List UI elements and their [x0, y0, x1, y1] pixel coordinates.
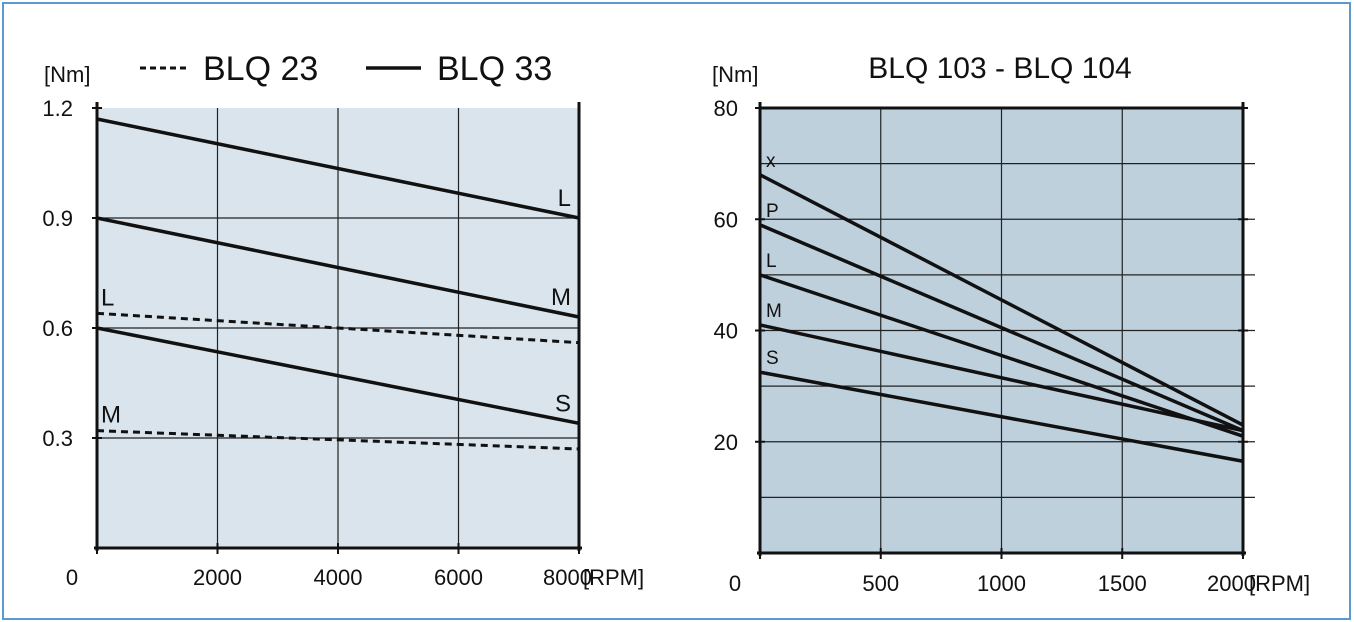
left-y-tick-label: 0.6	[42, 316, 73, 341]
left-y-tick-label: 1.2	[42, 96, 73, 121]
right-series-label: L	[766, 251, 777, 272]
left-y-tick-label: 0.3	[42, 426, 73, 451]
left-series-label: L	[558, 185, 571, 212]
right-series-line-m	[759, 323, 1244, 433]
right-y-tick-label: 60	[714, 207, 738, 232]
left-x-axis-label: [RPM]	[583, 565, 644, 590]
left-y-axis-label: [Nm]	[44, 62, 90, 87]
right-x-tick-label: 1000	[977, 571, 1026, 596]
left-x-tick-label: 0	[66, 565, 78, 590]
left-series-line-m-blq33	[96, 216, 580, 319]
right-x-tick-label: 500	[862, 571, 899, 596]
right-x-tick-label: 1500	[1098, 571, 1147, 596]
left-series-line-m-blq23	[96, 429, 580, 451]
right-y-tick-label: 80	[714, 96, 738, 121]
left-x-tick-label: 8000	[543, 565, 592, 590]
right-series-label: M	[766, 301, 782, 322]
left-series-line-s-blq33	[96, 326, 580, 426]
left-series-label: S	[555, 390, 571, 417]
right-x-axis-label: [RPM]	[1249, 571, 1310, 596]
left-x-tick-label: 4000	[314, 565, 363, 590]
left-series-label: M	[101, 402, 121, 429]
right-x-tick-label: 0	[729, 571, 741, 596]
right-y-tick-label: 20	[714, 430, 738, 455]
right-series-line-s	[759, 370, 1244, 463]
right-chart-title: BLQ 103 - BLQ 104	[868, 52, 1132, 85]
legend-label: BLQ 23	[203, 50, 318, 88]
legend-label: BLQ 33	[437, 50, 552, 88]
right-series-line-x	[759, 173, 1244, 427]
left-x-tick-label: 2000	[193, 565, 242, 590]
right-y-tick-label: 40	[714, 319, 738, 344]
right-series-label: S	[766, 348, 779, 369]
left-x-tick-label: 6000	[434, 565, 483, 590]
left-y-tick-label: 0.9	[42, 206, 73, 231]
left-series-label: M	[551, 284, 571, 311]
right-y-axis-label: [Nm]	[712, 62, 758, 87]
right-series-line-l	[759, 273, 1244, 438]
left-series-line-l-blq23	[96, 311, 580, 345]
left-series-label: L	[101, 284, 114, 311]
right-series-line-p	[759, 223, 1244, 433]
right-x-tick-label: 2000	[1207, 571, 1256, 596]
right-series-label: P	[766, 201, 779, 222]
right-series-label: x	[766, 151, 776, 172]
left-series-line-l-blq33	[96, 117, 580, 220]
